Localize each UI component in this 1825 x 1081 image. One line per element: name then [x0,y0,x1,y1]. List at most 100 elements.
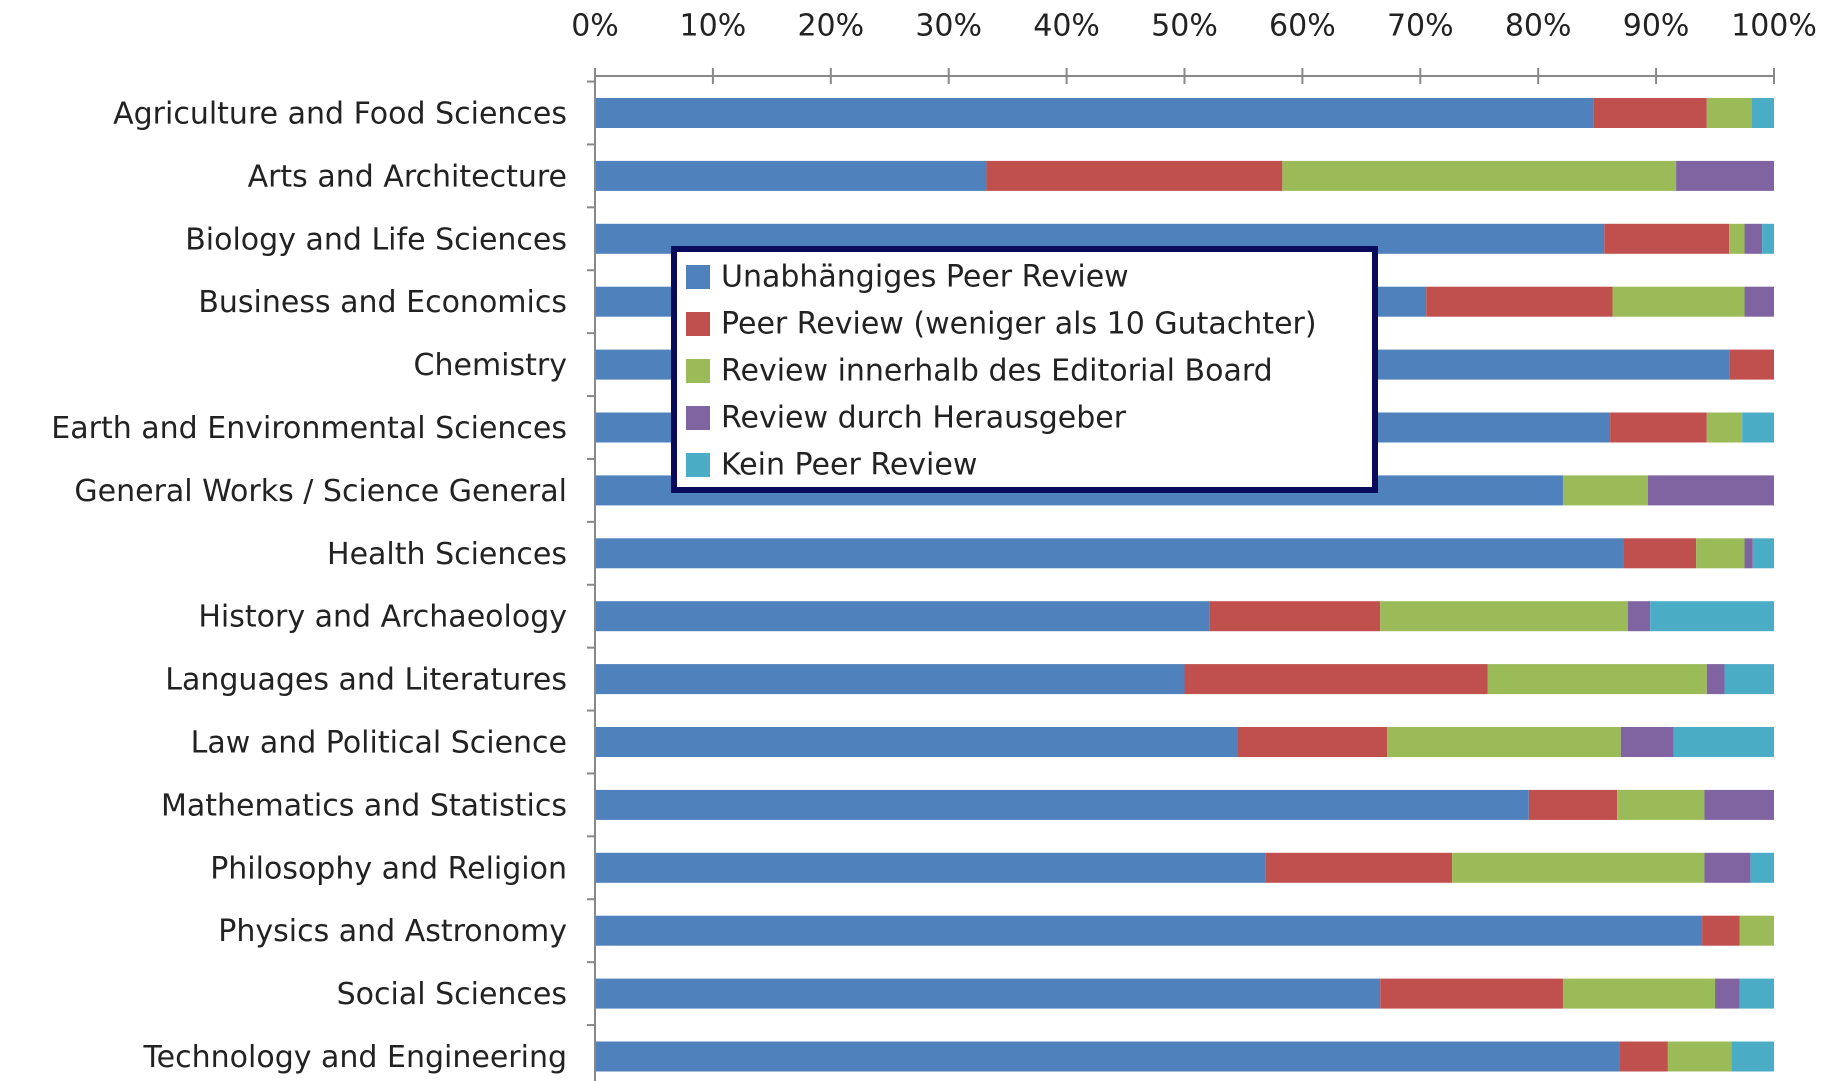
bar-segment [1650,601,1774,632]
y-tick-label: Physics and Astronomy [218,914,567,949]
bar-segment [1452,852,1705,883]
bar-segment [1562,475,1648,506]
bar-segment [595,727,1238,757]
y-tick-label: Social Sciences [337,977,567,1012]
bar-segment [1673,727,1774,757]
bar-segment [1593,98,1707,128]
bar-segment [595,789,1529,820]
bar-segment [1380,601,1628,632]
bar-segment [1676,160,1774,191]
bar-segment [1702,915,1740,946]
x-tick-label: 0% [571,9,619,44]
bar-segment [1610,412,1707,443]
x-tick-label: 100% [1731,9,1817,44]
bar-segment [1739,978,1774,1009]
y-tick-label: Arts and Architecture [248,159,567,194]
bar-segment [986,160,1283,191]
y-tick-label: Earth and Environmental Sciences [51,411,567,446]
bar-segment [1623,538,1697,569]
y-tick-label: General Works / Science General [74,474,567,509]
bar-segment [595,1041,1620,1072]
bar-segment [1752,538,1774,569]
bar-segment [1744,538,1753,569]
bar-segment [1706,664,1725,695]
y-tick-label: Chemistry [414,348,567,383]
bar-segment [1704,789,1774,820]
bar-segment [1237,727,1388,757]
bar-segment [1620,727,1674,757]
bar-segment [1562,978,1716,1009]
bar-segment [1617,789,1705,820]
legend-swatch [686,359,710,383]
legend-label: Review innerhalb des Editorial Board [721,354,1273,389]
bar-segment [1627,601,1651,632]
x-tick-label: 10% [680,9,747,44]
bar-segment [595,915,1703,946]
bar-segment [1744,286,1774,317]
bar-segment [1612,286,1745,317]
legend-label: Peer Review (weniger als 10 Gutachter) [721,307,1317,342]
legend-swatch [686,453,710,477]
x-tick-label: 40% [1033,9,1100,44]
legend-box [671,246,1378,493]
bar-segment [595,538,1624,569]
legend-swatch [686,406,710,430]
bar-segment [1704,852,1751,883]
bar-segment [595,664,1185,695]
bar-segment [595,601,1210,632]
legend-label: Review durch Herausgeber [721,401,1127,436]
y-tick-label: Biology and Life Sciences [185,222,567,257]
x-tick-label: 90% [1623,9,1690,44]
bar-segment [1184,664,1488,695]
y-tick-label: Health Sciences [327,537,567,572]
bar-segment [1380,978,1563,1009]
bar-segment [1706,98,1752,128]
bar-segment [1742,412,1774,443]
bar-segment [1647,475,1774,506]
bar-segment [1729,223,1745,254]
bar-segment [595,852,1266,883]
legend-label: Kein Peer Review [721,448,977,483]
bar-segment [1744,223,1763,254]
bar-segment [1619,1041,1668,1072]
bar-segment [1282,160,1677,191]
bar-segment [1751,98,1774,128]
x-tick-label: 20% [797,9,864,44]
x-tick-label: 50% [1151,9,1218,44]
legend-swatch [686,265,710,289]
bar-segment [1426,286,1613,317]
x-tick-label: 60% [1269,9,1336,44]
bar-segment [1209,601,1381,632]
y-tick-label: Technology and Engineering [142,1040,567,1075]
x-tick-label: 80% [1505,9,1572,44]
bar-segment [595,98,1594,128]
y-tick-label: Philosophy and Religion [210,851,567,886]
bar-segment [1729,349,1774,380]
bar-segment [1528,789,1618,820]
bar-segment [1696,538,1745,569]
legend: Unabhängiges Peer Review Peer Review (wen… [671,246,1378,493]
x-tick-label: 70% [1387,9,1454,44]
bar-segment [1706,412,1743,443]
bar-segment [1762,223,1774,254]
bar-segment [595,160,987,191]
bar-segment [1487,664,1707,695]
y-tick-label: Law and Political Science [191,726,567,761]
bar-segment [1265,852,1453,883]
y-tick-label: Languages and Literatures [165,663,567,698]
y-tick-label: Mathematics and Statistics [161,788,567,823]
legend-label: Unabhängiges Peer Review [721,260,1129,295]
bar-segment [1739,915,1774,946]
bar-segment [1731,1041,1774,1072]
y-tick-label: Agriculture and Food Sciences [113,97,567,132]
bar-segment [1604,223,1730,254]
bar-segment [595,978,1381,1009]
bar-segment [1715,978,1740,1009]
y-tick-label: Business and Economics [198,285,567,320]
bar-segment [1724,664,1774,695]
legend-swatch [686,312,710,336]
y-tick-label: History and Archaeology [198,600,567,635]
bar-segment [1387,727,1621,757]
bar-segment [1750,852,1774,883]
